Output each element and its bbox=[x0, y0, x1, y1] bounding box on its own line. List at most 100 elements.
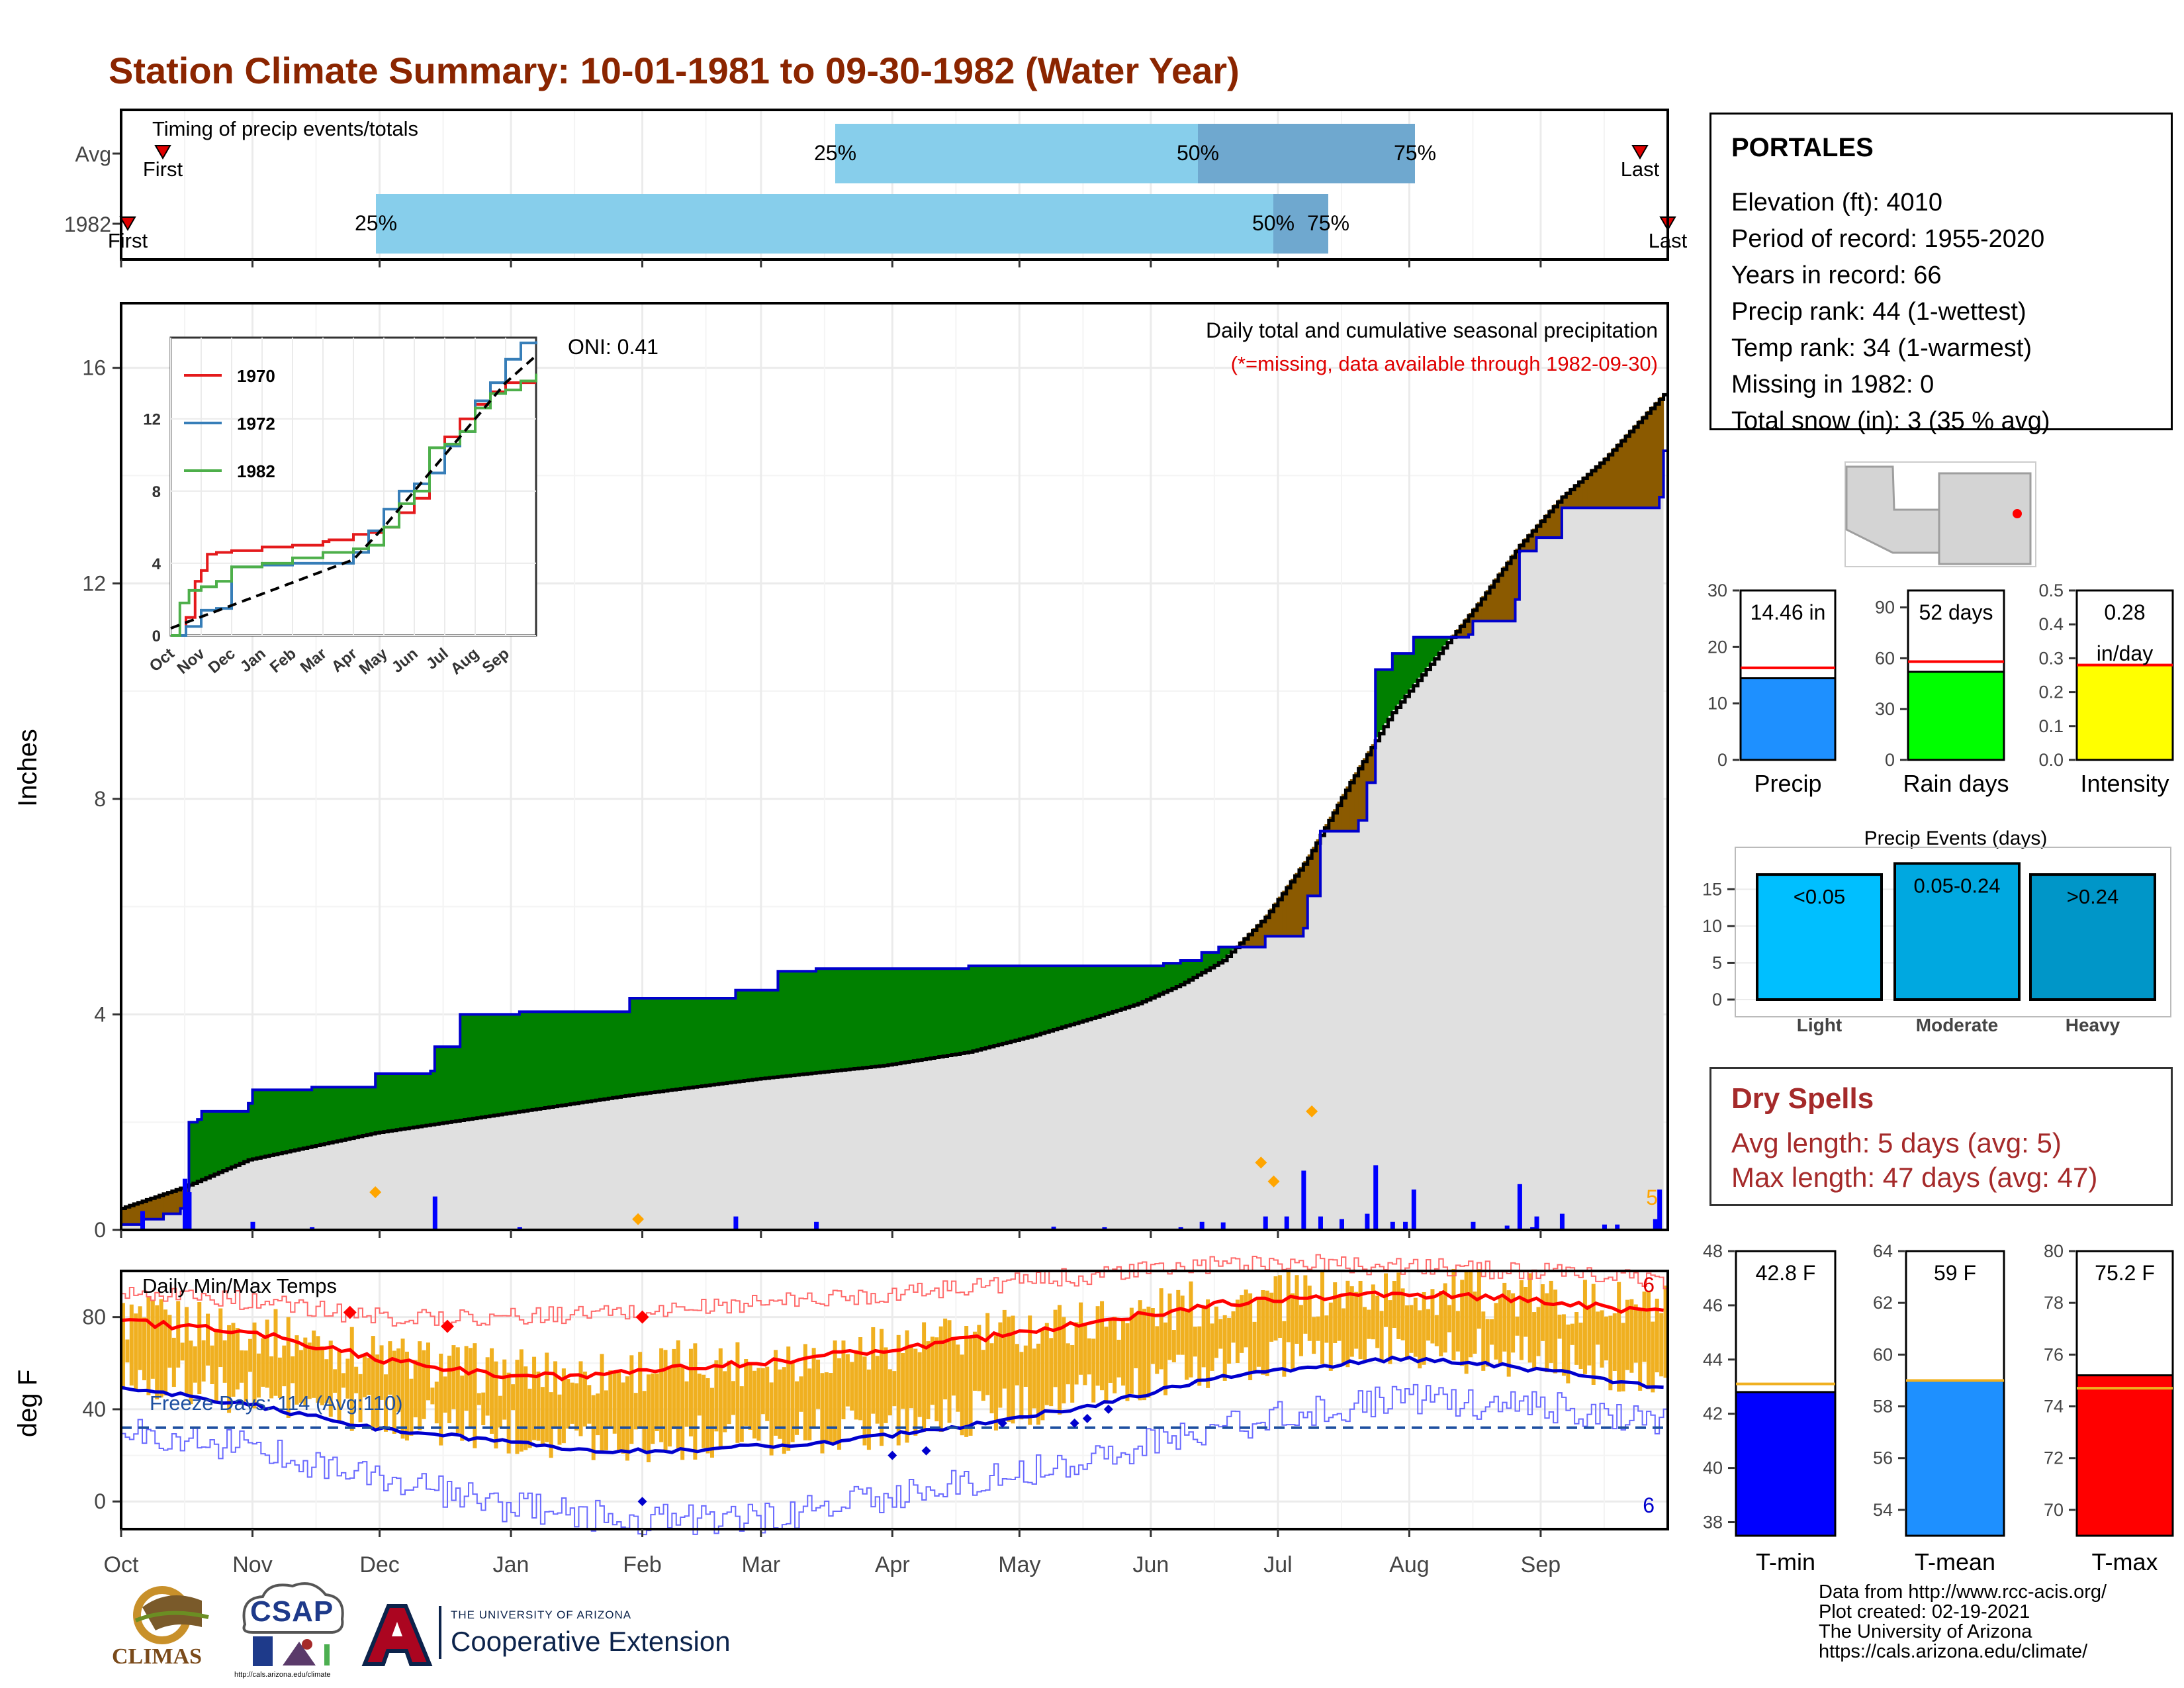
precip-daily-bar-28 bbox=[1534, 1216, 1539, 1230]
precip-above-avg-fill-247 bbox=[1167, 963, 1173, 990]
temp-daily-range-bar-160 bbox=[799, 1376, 803, 1412]
precip-daily-bar-12 bbox=[1199, 1221, 1205, 1230]
precip-below-avg-fill-336 bbox=[1545, 514, 1550, 538]
precip-below-avg-fill-340 bbox=[1561, 495, 1567, 508]
temp-daily-range-bar-24 bbox=[222, 1340, 227, 1383]
precip-above-avg-fill-77 bbox=[447, 1047, 453, 1122]
temp-daily-range-bar-146 bbox=[739, 1386, 744, 1442]
csap-logo-url: http://cals.arizona.edu/climate bbox=[234, 1671, 331, 1679]
precip-above-avg-fill-308 bbox=[1426, 637, 1432, 667]
temp-daily-range-bar-136 bbox=[697, 1374, 702, 1416]
precip-above-avg-fill-116 bbox=[612, 1011, 617, 1098]
temp-daily-range-bar-82 bbox=[469, 1348, 473, 1429]
precip-above-avg-fill-133 bbox=[684, 998, 690, 1088]
inset-legend-label-1972: 1972 bbox=[237, 414, 275, 434]
precip-above-avg-fill-212 bbox=[1019, 966, 1024, 1039]
temp-daily-range-bar-109 bbox=[582, 1372, 587, 1427]
precip-above-avg-fill-86 bbox=[485, 1014, 490, 1117]
precip-daily-bar-4 bbox=[310, 1227, 315, 1230]
precip-daily-bar-17 bbox=[1318, 1216, 1323, 1230]
inset-average-line bbox=[170, 354, 537, 630]
precip-above-avg-fill-170 bbox=[841, 968, 846, 1070]
precip-above-avg-fill-197 bbox=[956, 968, 961, 1054]
credits-plot-created: Plot created: 02-19-2021 bbox=[1819, 1601, 2030, 1622]
temp-freeze-days-label: Freeze Days: 114 (Avg:110) bbox=[150, 1391, 403, 1415]
inset-y-tick-label-12: 12 bbox=[143, 411, 161, 429]
temp-daily-range-bar-241 bbox=[1142, 1309, 1147, 1401]
inset-y-tick-label-4: 4 bbox=[152, 555, 161, 573]
temp-daily-range-bar-51 bbox=[337, 1349, 341, 1422]
temp-daily-range-bar-271 bbox=[1269, 1292, 1274, 1342]
summary-bar-2-y-tick-label-2: 0.2 bbox=[2038, 682, 2064, 702]
precip-above-avg-fill-169 bbox=[837, 968, 842, 1070]
precip-below-avg-fill-278 bbox=[1298, 867, 1304, 937]
precip-below-avg-fill-288 bbox=[1341, 794, 1346, 831]
temp-daily-range-bar-44 bbox=[307, 1342, 312, 1399]
precip-above-avg-fill-23 bbox=[218, 1111, 224, 1172]
temp-daily-range-bar-184 bbox=[901, 1352, 905, 1409]
timing-1982-first-label: First bbox=[108, 229, 148, 252]
precip-above-avg-fill-241 bbox=[1142, 966, 1148, 1001]
temp-daily-range-bar-65 bbox=[396, 1348, 401, 1412]
temp-daily-range-bar-28 bbox=[240, 1350, 244, 1383]
temp-daily-range-bar-46 bbox=[316, 1336, 320, 1403]
temp-daily-range-bar-163 bbox=[811, 1348, 816, 1429]
temp-daily-range-bar-249 bbox=[1176, 1289, 1181, 1355]
station-years: Years in record: 66 bbox=[1731, 261, 1942, 289]
precip-daily-bar-19 bbox=[1365, 1213, 1370, 1230]
precip-above-avg-fill-67 bbox=[404, 1073, 410, 1129]
temp-daily-range-bar-223 bbox=[1066, 1343, 1070, 1385]
temp-daily-range-bar-113 bbox=[600, 1354, 604, 1452]
temp-daily-range-bar-121 bbox=[633, 1393, 638, 1430]
temp-daily-range-bar-66 bbox=[400, 1338, 405, 1439]
temp-daily-range-bar-297 bbox=[1379, 1311, 1384, 1363]
temp-x-tick-label-Sep: Sep bbox=[1521, 1552, 1561, 1577]
dry-spells-avg: Avg length: 5 days (avg: 5) bbox=[1731, 1127, 2062, 1158]
temp-daily-range-bar-191 bbox=[930, 1336, 934, 1405]
precip-above-avg-fill-63 bbox=[388, 1073, 393, 1131]
temp-daily-range-bar-33 bbox=[261, 1338, 265, 1387]
temp-daily-range-bar-355 bbox=[1625, 1299, 1629, 1370]
temp-daily-range-bar-133 bbox=[684, 1381, 689, 1427]
precip-above-avg-fill-167 bbox=[829, 968, 834, 1072]
temp-daily-range-bar-26 bbox=[231, 1323, 236, 1397]
dry-spells-title: Dry Spells bbox=[1731, 1082, 1874, 1115]
events-y-tick-label-5: 5 bbox=[1712, 953, 1722, 972]
precip-above-avg-fill-109 bbox=[582, 1011, 588, 1102]
precip-above-avg-fill-192 bbox=[934, 968, 940, 1058]
temp-daily-range-bar-31 bbox=[252, 1322, 257, 1409]
temp-daily-range-bar-126 bbox=[655, 1373, 659, 1432]
temp-daily-range-bar-310 bbox=[1434, 1315, 1439, 1346]
temp-daily-range-bar-315 bbox=[1455, 1311, 1460, 1352]
temp-daily-range-bar-317 bbox=[1464, 1271, 1469, 1374]
temp-summary-bar-0-y-tick-label-2: 42 bbox=[1703, 1404, 1723, 1424]
temp-daily-range-bar-331 bbox=[1524, 1286, 1528, 1337]
precip-above-avg-fill-141 bbox=[718, 998, 723, 1084]
temp-daily-range-bar-220 bbox=[1053, 1309, 1058, 1387]
temp-daily-range-bar-21 bbox=[210, 1345, 214, 1385]
temp-daily-range-bar-256 bbox=[1206, 1299, 1210, 1388]
dry-spells-max: Max length: 47 days (avg: 47) bbox=[1731, 1162, 2098, 1193]
precip-below-avg-fill-349 bbox=[1600, 461, 1605, 508]
precip-above-avg-fill-40 bbox=[291, 1090, 296, 1150]
temp-daily-range-bar-343 bbox=[1574, 1312, 1579, 1365]
temp-daily-range-bar-361 bbox=[1651, 1321, 1655, 1393]
temp-daily-range-bar-348 bbox=[1596, 1311, 1600, 1345]
precip-above-avg-fill-117 bbox=[617, 1011, 622, 1097]
precip-below-avg-fill-334 bbox=[1536, 524, 1541, 538]
precip-above-avg-fill-21 bbox=[210, 1111, 215, 1176]
temp-daily-range-bar-62 bbox=[383, 1374, 388, 1432]
temp-daily-range-bar-95 bbox=[523, 1366, 528, 1450]
precip-above-avg-fill-188 bbox=[917, 968, 923, 1060]
precip-above-avg-fill-147 bbox=[744, 990, 749, 1081]
precip-above-avg-fill-83 bbox=[473, 1014, 478, 1119]
precip-above-avg-fill-208 bbox=[1002, 966, 1007, 1043]
temp-daily-range-bar-349 bbox=[1600, 1310, 1604, 1368]
temp-record-high-marker-0 bbox=[343, 1305, 357, 1319]
precip-above-avg-fill-312 bbox=[1443, 637, 1448, 645]
temp-daily-range-bar-148 bbox=[748, 1362, 752, 1430]
precip-daily-bar-23 bbox=[1411, 1189, 1416, 1230]
temp-daily-range-bar-135 bbox=[693, 1343, 698, 1460]
precip-above-avg-fill-191 bbox=[930, 968, 935, 1058]
summary-bar-0-y-tick-label-0: 0 bbox=[1717, 750, 1727, 770]
